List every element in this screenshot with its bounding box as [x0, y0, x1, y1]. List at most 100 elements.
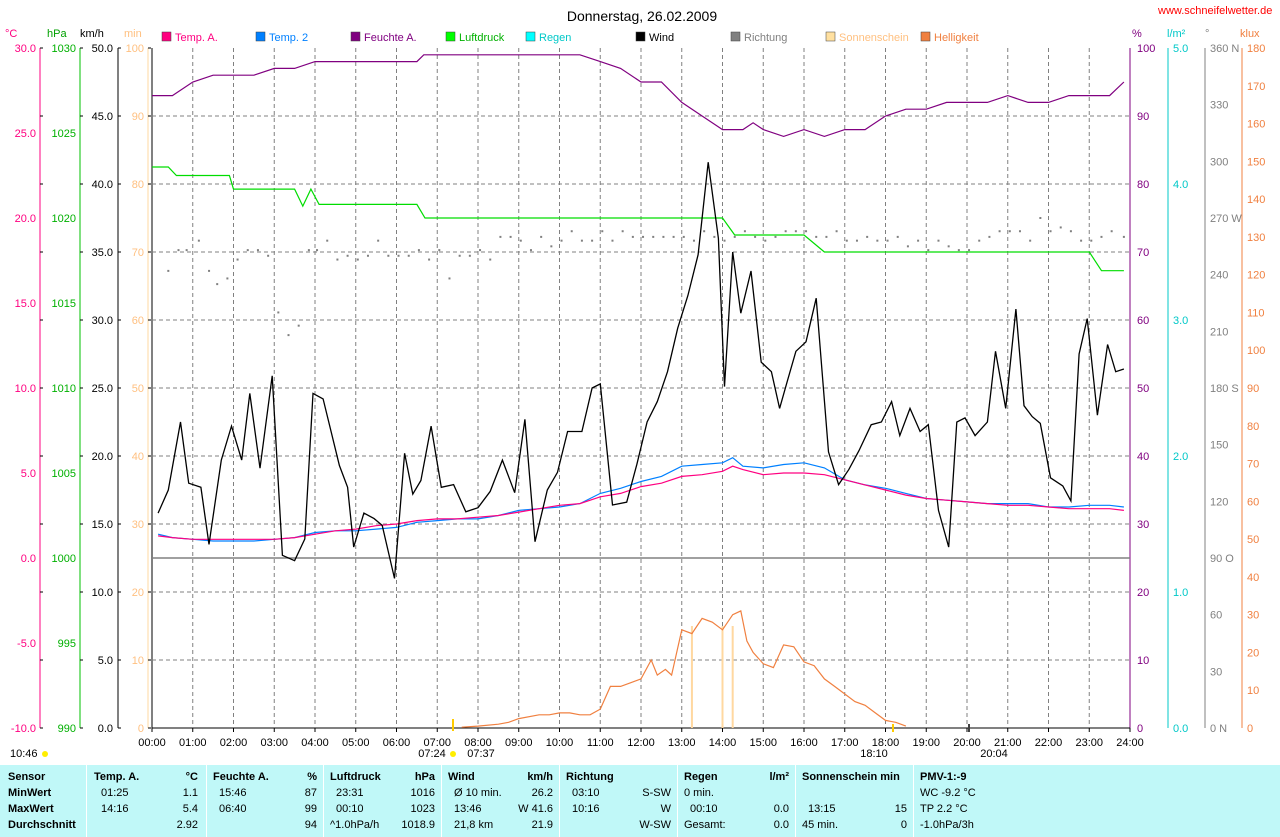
tick-brightness: 10	[1247, 685, 1259, 697]
point-richtung	[377, 239, 380, 242]
tick-humidity: 50	[1137, 383, 1149, 395]
tick-humidity: 0	[1137, 723, 1143, 735]
tick-direction: 90 O	[1210, 553, 1234, 565]
legend-label: Regen	[539, 32, 571, 44]
point-richtung	[784, 230, 787, 233]
tick-wind: 25.0	[92, 383, 113, 395]
tick-brightness: 70	[1247, 459, 1259, 471]
site-link[interactable]: www.schneifelwetter.de	[1158, 5, 1273, 17]
point-richtung	[458, 254, 461, 257]
tick-temp: 15.0	[15, 298, 36, 310]
stats-col-pressure: Luftdruck hPa 23:31 1016 00:10 1023 ^1.0…	[324, 765, 442, 837]
point-richtung	[947, 245, 950, 248]
legend-label: Wind	[649, 32, 674, 44]
tick-brightness: 80	[1247, 421, 1259, 433]
tick-humidity: 40	[1137, 451, 1149, 463]
tick-time: 24:00	[1116, 737, 1144, 749]
point-richtung	[652, 235, 655, 238]
point-richtung	[774, 235, 777, 238]
point-richtung	[519, 239, 522, 242]
point-richtung	[703, 230, 706, 233]
stats-wind-max-time: 13:46	[454, 803, 482, 815]
point-richtung	[216, 283, 219, 286]
point-richtung	[988, 235, 991, 238]
stats-col-sunshine: Sonnenschein min 13:15 15 45 min. 0	[796, 765, 914, 837]
legend-label: Temp. 2	[269, 32, 308, 44]
stats-temp-min-time: 01:25	[101, 787, 129, 799]
stats-temp-min: 1.1	[182, 787, 198, 799]
point-richtung	[896, 235, 899, 238]
point-richtung	[754, 235, 757, 238]
tick-time: 11:00	[587, 737, 614, 749]
tick-time: 00:00	[138, 737, 166, 749]
point-richtung	[570, 230, 573, 233]
tick-time: 16:00	[790, 737, 818, 749]
tick-pressure: 1000	[52, 553, 76, 565]
stats-rain-max: 0.0	[773, 803, 789, 815]
stats-humidity-avg: 94	[304, 819, 317, 831]
point-richtung	[978, 239, 981, 242]
point-richtung	[957, 249, 960, 252]
tick-time: 09:00	[505, 737, 533, 749]
tick-direction: 240	[1210, 270, 1228, 282]
unit-pressure: hPa	[47, 28, 67, 40]
stats-humidity-min-time: 15:46	[219, 787, 247, 799]
chart-overlay: 10:46 07:24 07:37 18:10 20:04	[10, 719, 1008, 760]
point-richtung	[438, 249, 441, 252]
point-richtung	[713, 235, 716, 238]
stats-rain-max-time: 00:10	[690, 803, 718, 815]
tick-time: 14:00	[709, 737, 737, 749]
tick-time: 06:00	[383, 737, 411, 749]
point-richtung	[815, 235, 818, 238]
stats-direction-max: W	[660, 803, 671, 815]
point-richtung	[550, 245, 553, 248]
point-richtung	[794, 230, 797, 233]
chart-axes: °C hPa km/h min% l/m² ° klux 30.0 25.0 20.0 15.0 10…	[5, 28, 1265, 749]
chart-marks	[152, 54, 1125, 728]
stats-wind-avg10: 26.2	[531, 787, 553, 799]
tick-rain: 0.0	[1173, 723, 1188, 735]
point-richtung	[733, 235, 736, 238]
stats-wind-distance: 21,8 km	[454, 819, 494, 831]
point-richtung	[631, 235, 634, 238]
stats-direction-max-time: 10:16	[572, 803, 600, 815]
point-richtung	[407, 254, 410, 257]
tick-pressure: 1025	[52, 128, 76, 140]
stats-wind-header: Wind	[448, 771, 475, 783]
statistics-panel: Sensor MinWert MaxWert Durchschnitt Temp…	[0, 765, 1280, 837]
legend-swatch	[445, 31, 456, 42]
tick-humidity: 100	[1137, 43, 1155, 55]
tick-brightness: 110	[1247, 307, 1265, 319]
unit-wind: km/h	[80, 28, 104, 40]
tick-sun: 100	[126, 43, 144, 55]
point-richtung	[417, 249, 420, 252]
tick-direction: 30	[1210, 666, 1222, 678]
tick-temp: -5.0	[17, 638, 36, 650]
stats-pressure-min-time: 23:31	[336, 787, 364, 799]
point-richtung	[866, 235, 869, 238]
stats-humidity-min: 87	[304, 787, 317, 799]
point-richtung	[764, 239, 767, 242]
stats-direction-header: Richtung	[566, 771, 614, 783]
tick-wind: 0.0	[98, 723, 113, 735]
tick-humidity: 80	[1137, 179, 1149, 191]
tick-brightness: 160	[1247, 119, 1265, 131]
point-richtung	[580, 239, 583, 242]
point-richtung	[937, 239, 940, 242]
stats-pressure-header: Luftdruck	[330, 771, 381, 783]
line-temp-a	[158, 465, 1124, 540]
tick-sun: 10	[132, 655, 144, 667]
stats-direction-avg: W-SW	[639, 819, 671, 831]
tick-humidity: 90	[1137, 111, 1149, 123]
marker-sunrise-a: 07:24	[418, 748, 446, 760]
tick-time: 08:00	[464, 737, 492, 749]
point-richtung	[998, 230, 1001, 233]
tick-brightness: 50	[1247, 534, 1259, 546]
stats-humidity-header: Feuchte A.	[213, 771, 269, 783]
point-richtung	[468, 254, 471, 257]
unit-brightness: klux	[1240, 28, 1260, 40]
stats-temp-avg: 2.92	[176, 819, 198, 831]
point-richtung	[1090, 239, 1093, 242]
tick-wind: 40.0	[92, 179, 113, 191]
point-richtung	[1110, 230, 1113, 233]
